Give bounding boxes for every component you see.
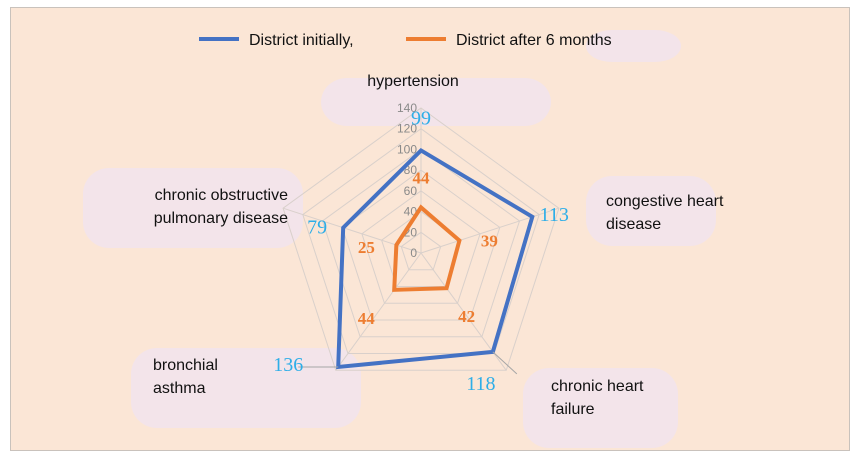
- data-label-after: 44: [358, 309, 376, 328]
- label-highlight: [321, 78, 551, 126]
- category-label-chronic-heart-failure: chronic heart: [551, 378, 644, 395]
- leader-line: [492, 351, 518, 375]
- data-label-after: 44: [413, 168, 431, 187]
- label-highlight: [83, 168, 303, 248]
- radial-tick-label: 140: [397, 101, 417, 115]
- data-label-after: 25: [358, 238, 375, 257]
- chart-area: 0 20 40 60 80 100 120 140 99 113 118 136 79 44 39 42 44…: [10, 7, 850, 451]
- grid-ring: [321, 148, 521, 338]
- series-initial-line: [336, 147, 535, 370]
- category-label-copd: pulmonary disease: [154, 210, 288, 227]
- grid-ring: [302, 128, 540, 355]
- grid-ring: [282, 107, 560, 371]
- label-highlight: [523, 368, 678, 448]
- category-label-chronic-heart-failure: failure: [551, 401, 595, 418]
- data-label-initial: 79: [307, 217, 327, 239]
- series-after-line: [392, 204, 462, 292]
- category-label-congestive-heart-disease: disease: [606, 216, 661, 233]
- label-highlight: [131, 348, 361, 428]
- grid-spoke: [420, 207, 560, 254]
- grid-spoke: [282, 207, 422, 254]
- data-label-initial: 118: [466, 373, 495, 395]
- radial-tick-label: 0: [410, 246, 417, 260]
- radial-tick-label: 120: [397, 122, 417, 136]
- category-label-bronchial-asthma: asthma: [153, 380, 206, 397]
- legend: District initially, District after 6 mont…: [199, 32, 612, 49]
- category-label-hypertension: hypertension: [367, 73, 459, 90]
- category-label-copd: chronic obstructive: [155, 187, 288, 204]
- data-label-initial: 99: [411, 107, 431, 129]
- category-label-congestive-heart-disease: congestive heart: [606, 193, 724, 210]
- category-label-bronchial-asthma: bronchial: [153, 357, 218, 374]
- legend-label-after: District after 6 months: [456, 32, 612, 49]
- data-label-initial: 136: [273, 354, 303, 376]
- data-label-initial: 113: [540, 204, 569, 226]
- grid-spoke: [335, 252, 422, 371]
- label-highlight: [586, 30, 681, 62]
- grid-ring: [361, 190, 481, 304]
- label-highlight: [586, 176, 716, 246]
- data-label-after: 42: [458, 307, 475, 326]
- radial-tick-label: 100: [397, 142, 417, 156]
- data-label-after: 39: [481, 232, 498, 251]
- radial-tick-label: 60: [404, 184, 418, 198]
- grid-ring: [400, 231, 442, 271]
- legend-label-initial: District initially,: [249, 32, 354, 49]
